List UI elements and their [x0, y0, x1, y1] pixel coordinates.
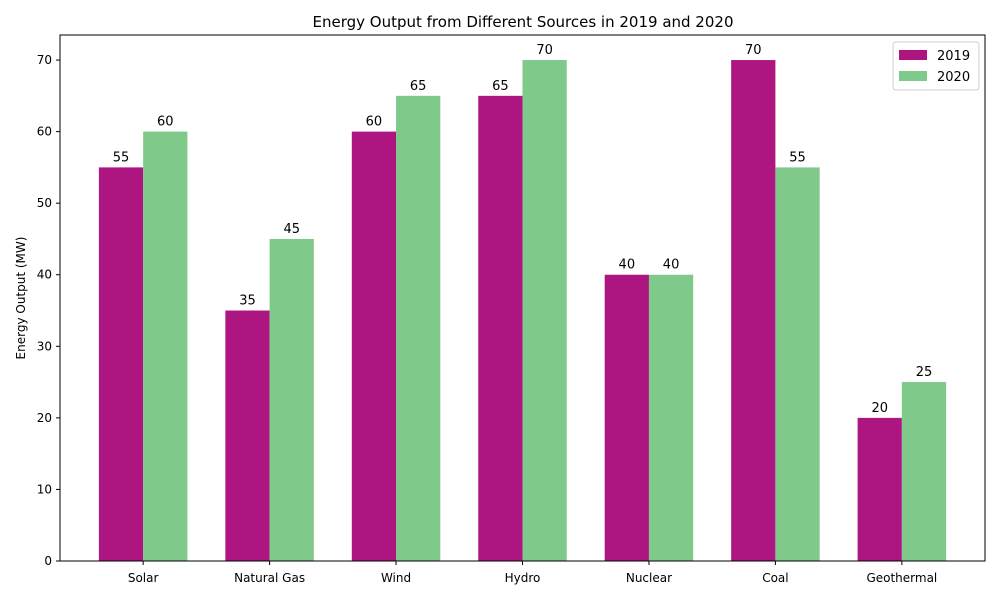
bar-2020-coal: [775, 167, 820, 561]
bars-layer: [98, 60, 947, 562]
x-tick-label: Solar: [128, 571, 159, 585]
x-axis-ticks: Solar Natural Gas Wind Hydro Nuclear Coal Geot…: [128, 561, 937, 585]
data-label-2020-4: 40: [663, 258, 680, 273]
bar-2019-hydro: [478, 95, 523, 562]
data-label-2020-3: 70: [536, 43, 553, 58]
data-label-2020-1: 45: [283, 222, 300, 237]
bar-2020-nuclear: [648, 274, 694, 561]
data-label-2019-0: 55: [113, 150, 130, 165]
y-tick-label: 70: [37, 53, 52, 67]
x-tick-label: Wind: [381, 571, 411, 585]
bar-2020-solar: [143, 131, 188, 561]
x-tick-label: Coal: [762, 571, 788, 585]
data-label-2020-0: 60: [157, 115, 174, 130]
bar-2019-nuclear: [604, 274, 649, 561]
bar-2020-hydro: [522, 60, 567, 562]
data-label-2019-5: 70: [745, 43, 762, 58]
x-tick-label: Geothermal: [866, 571, 937, 585]
x-tick-label: Hydro: [505, 571, 541, 585]
bar-2020-geothermal: [901, 382, 947, 561]
y-tick-label: 20: [37, 411, 52, 425]
y-tick-label: 60: [37, 125, 52, 139]
x-tick-label: Natural Gas: [234, 571, 305, 585]
y-tick-label: 0: [44, 554, 52, 568]
bar-2019-natural-gas: [225, 310, 270, 561]
data-label-2020-2: 65: [410, 79, 427, 94]
bar-2020-natural-gas: [269, 238, 314, 562]
bar-2020-wind: [396, 95, 441, 562]
data-label-2019-4: 40: [619, 258, 636, 273]
chart-title: Energy Output from Different Sources in …: [313, 13, 734, 31]
y-tick-label: 30: [37, 339, 52, 353]
bar-2019-coal: [731, 60, 776, 562]
y-tick-label: 40: [37, 268, 52, 282]
y-axis-label: Energy Output (MW): [14, 237, 28, 360]
data-label-2019-1: 35: [239, 294, 256, 309]
legend: 2019 2020: [892, 41, 980, 91]
data-label-2019-6: 20: [871, 401, 888, 416]
data-label-2020-6: 25: [916, 365, 933, 380]
data-labels-layer: 55 35 60 65 40 70 20 60 45 65 70 40 55 25: [113, 43, 933, 416]
bar-2019-geothermal: [857, 417, 902, 561]
legend-swatch-2019: [899, 50, 927, 60]
plot-frame: [59, 34, 986, 562]
bar-2019-solar: [98, 167, 144, 561]
bar-2019-wind: [351, 131, 397, 561]
data-label-2020-5: 55: [789, 150, 806, 165]
data-label-2019-3: 65: [492, 79, 509, 94]
legend-label-2019: 2019: [937, 49, 970, 64]
data-label-2019-2: 60: [366, 115, 383, 130]
x-tick-label: Nuclear: [626, 571, 672, 585]
y-tick-label: 10: [37, 482, 52, 496]
y-tick-label: 50: [37, 196, 52, 210]
y-axis-ticks: 0 10 20 30 40 50 60 70: [37, 53, 60, 568]
legend-label-2020: 2020: [937, 70, 970, 85]
legend-swatch-2020: [899, 71, 927, 81]
